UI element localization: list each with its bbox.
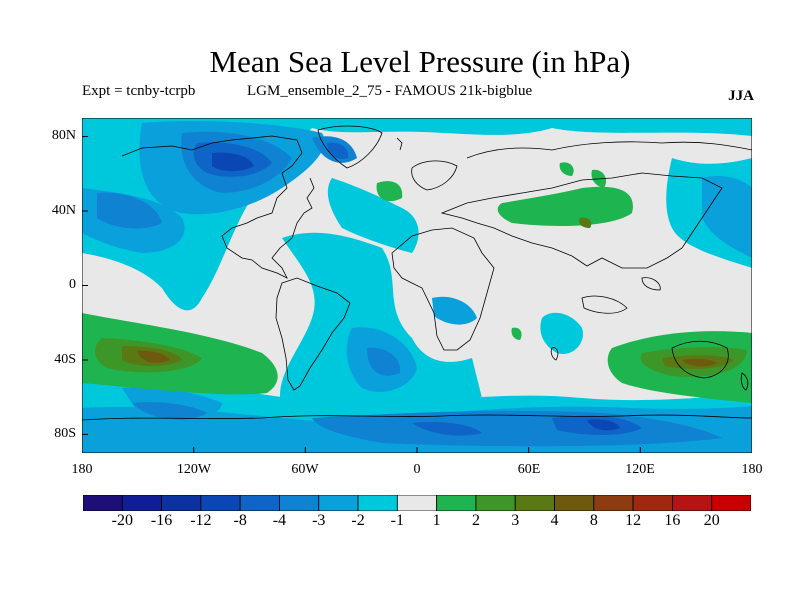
colorbar-label: 16 [664,512,681,529]
pressure-map [82,118,752,453]
colorbar-label: -4 [272,512,287,529]
colorbar-label: -2 [351,512,365,529]
map-title: Mean Sea Level Pressure (in hPa) [209,44,631,79]
colorbar-label: -3 [312,512,326,529]
colorbar-label: -8 [233,512,247,529]
lon-label-120e: 120E [625,462,655,477]
colorbar-swatch [554,495,595,511]
colorbar-swatch [318,495,359,511]
colorbar-swatch [396,495,438,511]
colorbar-swatch [672,495,713,511]
run-label: LGM_ensemble_2_75 - FAMOUS 21k-bigblue [247,83,533,99]
coastlines [82,125,752,421]
colorbar-label: -20 [111,512,133,529]
lon-label-180w: 180 [71,462,93,477]
anomaly-minus8-region [212,152,620,431]
colorbar-label: 20 [703,512,720,529]
colorbar-label: -16 [150,512,173,529]
colorbar-swatch [357,495,398,511]
colorbar-swatch [279,495,320,511]
anomaly-plus4-region [137,350,717,367]
colorbar-swatch [83,495,123,511]
colorbar-swatch [593,495,634,511]
experiment-label: Expt = tcnby-tcrpb [82,83,196,99]
map-ticks [82,136,641,453]
colorbar-label: 8 [589,512,598,529]
lat-label-equator: 0 [69,277,76,292]
colorbar-swatch [632,495,673,511]
lat-label-80n: 80N [51,128,76,143]
colorbar-swatch [239,495,280,511]
lon-label-60w: 60W [291,462,319,477]
colorbar-swatch [121,495,162,511]
colorbar-label: 1 [432,512,441,529]
lat-label-40n: 40N [51,203,76,218]
lat-label-80s: 80S [54,426,76,441]
colorbar-swatch [711,495,751,511]
colorbar-label: -1 [390,512,404,529]
colorbar-label: 4 [550,512,559,529]
colorbar-swatch [475,495,516,511]
lon-label-0: 0 [413,462,421,477]
lat-label-40s: 40S [54,352,76,367]
lon-label-120w: 120W [176,462,212,477]
season-label: JJA [728,88,754,104]
colorbar-swatch [514,495,555,511]
lon-label-60e: 60E [517,462,541,477]
colorbar-swatch [436,495,477,511]
lon-label-180e: 180 [741,462,763,477]
colorbar-swatch [200,495,241,511]
colorbar-swatch [161,495,202,511]
colorbar [83,495,751,511]
colorbar-label: 2 [471,512,480,529]
colorbar-label: 3 [511,512,520,529]
colorbar-label: -12 [190,512,212,529]
colorbar-label: 12 [625,512,642,529]
